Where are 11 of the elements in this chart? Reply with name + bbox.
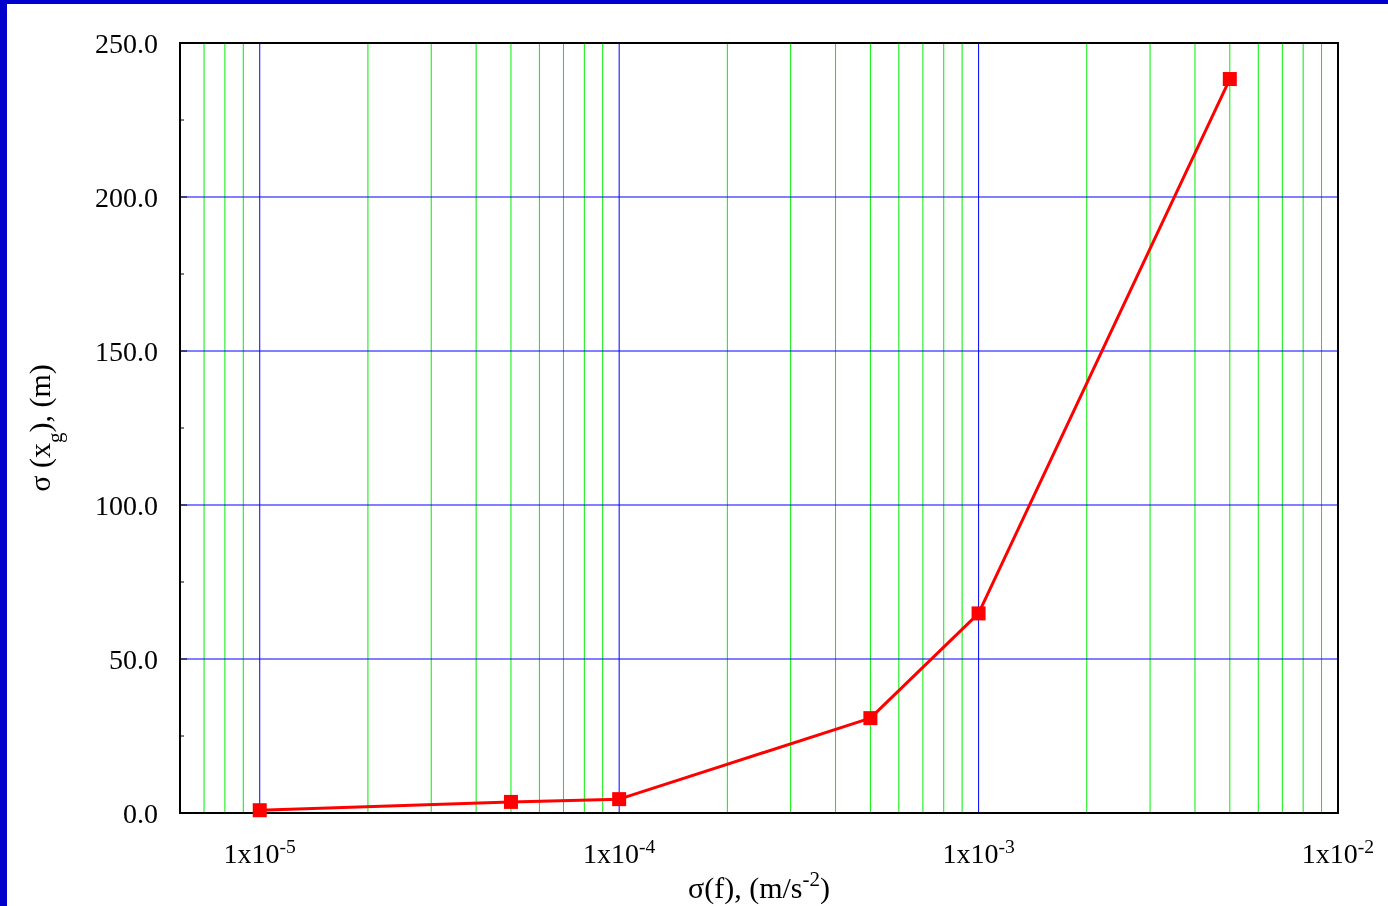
x-tick-label: 1x10$^{-4}$ <box>582 835 656 869</box>
y-tick-label: 0.0 <box>123 797 158 829</box>
y-tick-label: 100.0 <box>95 489 158 521</box>
y-tick-label: 250.0 <box>95 27 158 59</box>
x-tick-label: 1x10$^{-2}$ <box>1301 835 1375 869</box>
y-tick-label: 50.0 <box>109 643 158 675</box>
y-tick-label: 200.0 <box>95 181 158 213</box>
x-tick-label: 1x10$^{-5}$ <box>223 835 297 869</box>
x-tick-label: 1x10$^{-3}$ <box>942 835 1015 869</box>
x-axis-title: σ(f), (m/s$^{-2}$) <box>688 867 830 905</box>
y-tick-label: 150.0 <box>95 335 158 367</box>
